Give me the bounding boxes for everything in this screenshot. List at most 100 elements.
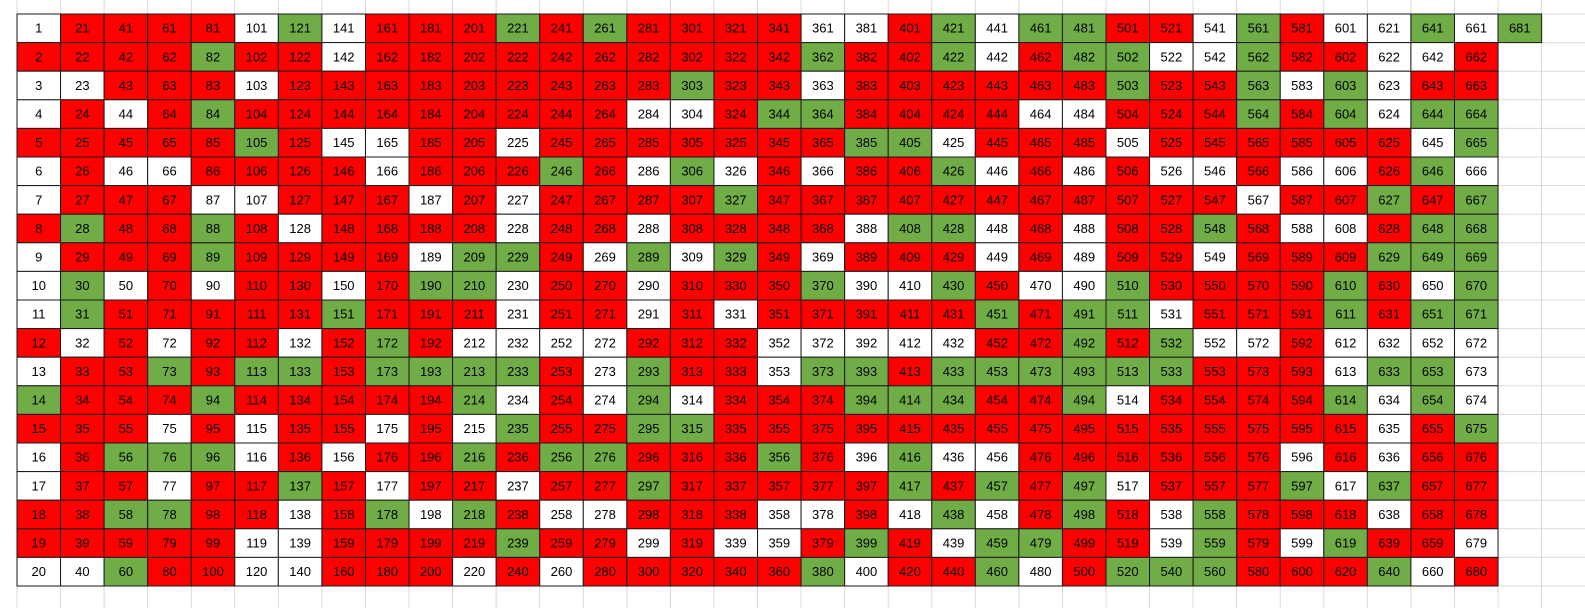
cell xyxy=(1149,156,1194,187)
cell-value: 453 xyxy=(986,364,1008,379)
cell-value: 578 xyxy=(1248,507,1270,522)
cell-value: 99 xyxy=(206,536,220,551)
cell-value: 49 xyxy=(119,250,133,265)
cell-value: 581 xyxy=(1291,21,1313,36)
cell-value: 116 xyxy=(246,450,267,465)
cell-value: 423 xyxy=(943,78,965,93)
cell-value: 192 xyxy=(420,335,442,350)
cell-value: 86 xyxy=(206,164,220,179)
cell-value: 627 xyxy=(1378,192,1400,207)
cell xyxy=(931,471,976,501)
cell xyxy=(626,13,671,44)
cell-value: 15 xyxy=(32,421,46,436)
cell xyxy=(1149,328,1194,358)
cell-value: 139 xyxy=(289,536,311,551)
cell xyxy=(1453,99,1499,129)
cell-value: 125 xyxy=(289,135,311,150)
cell-value: 251 xyxy=(551,307,573,322)
cell-value: 280 xyxy=(594,564,616,579)
cell-value: 34 xyxy=(75,393,89,408)
cell-value: 610 xyxy=(1335,278,1357,293)
cell xyxy=(1105,42,1151,72)
cell-value: 84 xyxy=(206,107,220,122)
cell xyxy=(887,356,933,387)
cell xyxy=(234,42,279,72)
cell-value: 43 xyxy=(119,78,133,93)
cell xyxy=(1453,213,1499,244)
cell-value: 11 xyxy=(32,307,46,322)
cell-value: 644 xyxy=(1422,107,1444,122)
cell xyxy=(974,99,1020,129)
cell xyxy=(1018,127,1063,158)
cell-value: 353 xyxy=(768,364,790,379)
cell-value: 596 xyxy=(1291,450,1313,465)
cell-value: 124 xyxy=(289,107,311,122)
cell xyxy=(321,442,366,473)
cell-value: 52 xyxy=(119,335,133,350)
cell-value: 641 xyxy=(1422,21,1444,36)
cell-value: 17 xyxy=(32,478,46,493)
cell-value: 396 xyxy=(856,450,878,465)
cell xyxy=(800,556,846,587)
cell-value: 491 xyxy=(1073,307,1095,322)
cell-value: 214 xyxy=(464,393,486,408)
cell-value: 466 xyxy=(1030,164,1052,179)
cell xyxy=(757,70,802,101)
cell xyxy=(408,127,454,158)
cell-value: 274 xyxy=(594,393,616,408)
cell-value: 308 xyxy=(681,221,703,236)
cell-value: 175 xyxy=(376,421,398,436)
cell xyxy=(60,127,105,158)
cell xyxy=(103,385,149,415)
cell xyxy=(713,413,759,444)
cell xyxy=(60,42,105,72)
cell xyxy=(1410,156,1455,187)
cell-value: 438 xyxy=(943,507,965,522)
cell-value: 534 xyxy=(1160,393,1182,408)
cell xyxy=(190,356,236,387)
cell xyxy=(1453,499,1499,530)
cell-value: 382 xyxy=(856,49,878,64)
cell-value: 267 xyxy=(594,192,616,207)
cell-value: 334 xyxy=(725,393,747,408)
cell xyxy=(408,499,454,530)
cell xyxy=(1323,156,1368,187)
cell-value: 554 xyxy=(1204,393,1226,408)
cell-value: 22 xyxy=(75,49,89,64)
cell xyxy=(1105,242,1151,272)
cell-value: 499 xyxy=(1073,536,1095,551)
cell xyxy=(60,499,105,530)
cell-value: 246 xyxy=(551,164,573,179)
cell-value: 208 xyxy=(464,221,486,236)
cell-value: 37 xyxy=(75,478,89,493)
cell-value: 183 xyxy=(420,78,442,93)
cell-value: 304 xyxy=(681,107,703,122)
cell-value: 374 xyxy=(812,393,834,408)
cell-value: 476 xyxy=(1030,450,1052,465)
cell-value: 488 xyxy=(1073,221,1095,236)
cell-value: 137 xyxy=(289,478,311,493)
cell-value: 463 xyxy=(1030,78,1052,93)
cell-value: 211 xyxy=(464,307,485,322)
cell xyxy=(1061,156,1107,187)
cell xyxy=(190,471,236,501)
cell-value: 516 xyxy=(1117,450,1139,465)
cell-value: 646 xyxy=(1422,164,1444,179)
cell-value: 80 xyxy=(162,564,176,579)
cell xyxy=(1366,213,1412,244)
cell xyxy=(844,528,889,558)
cell-value: 339 xyxy=(725,536,747,551)
cell-value: 258 xyxy=(551,507,573,522)
cell xyxy=(1323,328,1368,358)
cell xyxy=(1018,270,1063,301)
cell xyxy=(408,13,454,44)
cell xyxy=(103,556,149,587)
cell-value: 240 xyxy=(507,564,529,579)
cell xyxy=(974,242,1020,272)
cell xyxy=(626,556,671,587)
cell-value: 551 xyxy=(1204,307,1226,322)
cell-value: 51 xyxy=(119,307,133,322)
cell-value: 511 xyxy=(1117,307,1138,322)
cell-value: 667 xyxy=(1465,192,1487,207)
